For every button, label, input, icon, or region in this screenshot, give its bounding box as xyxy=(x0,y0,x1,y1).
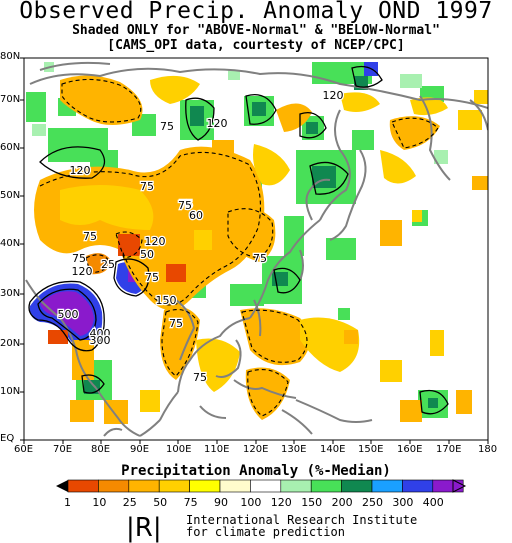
institute-tagline: for climate prediction xyxy=(186,525,345,539)
contour-label: 75 xyxy=(72,252,86,265)
lat-label-10n: 10N xyxy=(0,386,21,397)
contour-label: 500 xyxy=(58,308,79,321)
colorbar-swatch xyxy=(371,479,403,493)
colorbar-tick-label: 200 xyxy=(331,496,353,509)
lat-label-30n: 30N xyxy=(0,288,21,299)
lon-label-90e: 90E xyxy=(130,444,150,455)
lat-label-60n: 60N xyxy=(0,142,21,153)
contour-label: 400 xyxy=(90,327,111,340)
lon-label-160e: 160E xyxy=(397,444,423,455)
colorbar-swatch xyxy=(98,479,130,493)
lat-label-40n: 40N xyxy=(0,238,21,249)
colorbar-swatch xyxy=(341,479,373,493)
colorbar-tick-label: 400 xyxy=(422,496,444,509)
colorbar-title: Precipitation Anomaly (%-Median) xyxy=(121,463,391,479)
lon-label-70e: 70E xyxy=(53,444,73,455)
contour-label: 75 xyxy=(253,252,267,265)
colorbar-swatch xyxy=(250,479,282,493)
colorbar-swatch xyxy=(67,479,99,493)
lon-label-180: 180 xyxy=(478,444,498,455)
institute-name: International Research Institute xyxy=(186,513,418,527)
lon-label-140e: 140E xyxy=(320,444,346,455)
colorbar xyxy=(56,479,467,493)
contour-lines xyxy=(28,65,449,415)
colorbar-tick-label: 1 xyxy=(64,496,71,509)
colorbar-tick-label: 120 xyxy=(270,496,292,509)
contour-label: 75 xyxy=(145,271,159,284)
map-title: Observed Precip. Anomaly OND 1997 xyxy=(19,0,493,24)
lon-label-130e: 130E xyxy=(281,444,307,455)
colorbar-swatch xyxy=(128,479,160,493)
lat-label-eq: EQ xyxy=(0,433,15,444)
colorbar-tick-label: 100 xyxy=(240,496,262,509)
contour-label: 75 xyxy=(179,198,193,211)
contour-label: 75 xyxy=(83,230,97,243)
colorbar-tick-label: 150 xyxy=(301,496,323,509)
contour-label: 50 xyxy=(140,248,154,261)
contour-label: 75 xyxy=(178,199,192,212)
colorbar-tick-label: 50 xyxy=(153,496,168,509)
contour-label: 300 xyxy=(90,334,111,347)
contour-label: 120 xyxy=(72,265,93,278)
lon-label-170e: 170E xyxy=(436,444,462,455)
contour-labels: 1207512075751207575601207575120502515050… xyxy=(56,88,345,386)
data-source-note: [CAMS_OPI data, courtesty of NCEP/CPC] xyxy=(107,38,405,53)
colorbar-swatch xyxy=(402,479,434,493)
contour-label: 75 xyxy=(169,317,183,330)
lon-label-120e: 120E xyxy=(243,444,269,455)
iri-logo: |R| xyxy=(126,513,162,543)
axis-ticks xyxy=(20,57,489,444)
colorbar-tick-label: 90 xyxy=(214,496,228,509)
contour-label: 25 xyxy=(101,258,115,271)
contour-label: 60 xyxy=(189,209,203,222)
lat-label-80n: 80N xyxy=(0,51,21,62)
contour-label: 120 xyxy=(207,117,228,130)
map-subtitle: Shaded ONLY for "ABOVE-Normal" & "BELOW-… xyxy=(72,23,440,38)
lat-label-20n: 20N xyxy=(0,338,21,349)
lon-label-150e: 150E xyxy=(358,444,384,455)
lon-label-60e: 60E xyxy=(14,444,34,455)
lat-label-70n: 70N xyxy=(0,94,21,105)
lon-label-100e: 100E xyxy=(166,444,192,455)
lon-label-80e: 80E xyxy=(91,444,111,455)
anomaly-shading xyxy=(25,61,488,437)
colorbar-tick-label: 10 xyxy=(92,496,107,509)
colorbar-swatch xyxy=(280,479,312,493)
below-normal-patches xyxy=(34,75,488,424)
contour-label: 75 xyxy=(193,371,207,384)
contour-label: 120 xyxy=(70,164,91,177)
contour-label: 120 xyxy=(323,89,344,102)
lat-label-50n: 50N xyxy=(0,190,21,201)
lon-label-110e: 110E xyxy=(204,444,230,455)
contour-label: 75 xyxy=(160,120,174,133)
contour-label: 75 xyxy=(140,180,154,193)
contour-label: 150 xyxy=(156,294,177,307)
colorbar-swatch xyxy=(189,479,221,493)
colorbar-tick-label: 25 xyxy=(122,496,137,509)
colorbar-tick-label: 75 xyxy=(183,496,198,509)
coastlines xyxy=(25,61,488,437)
colorbar-swatch xyxy=(219,479,251,493)
colorbar-high-arrow xyxy=(452,479,467,493)
colorbar-swatch xyxy=(310,479,342,493)
dashed-contours xyxy=(39,78,439,417)
colorbar-tick-label: 250 xyxy=(362,496,383,509)
colorbar-low-arrow xyxy=(56,480,68,492)
colorbar-tick-label: 300 xyxy=(392,496,414,509)
colorbar-swatch xyxy=(158,479,190,493)
contour-label: 120 xyxy=(145,235,166,248)
